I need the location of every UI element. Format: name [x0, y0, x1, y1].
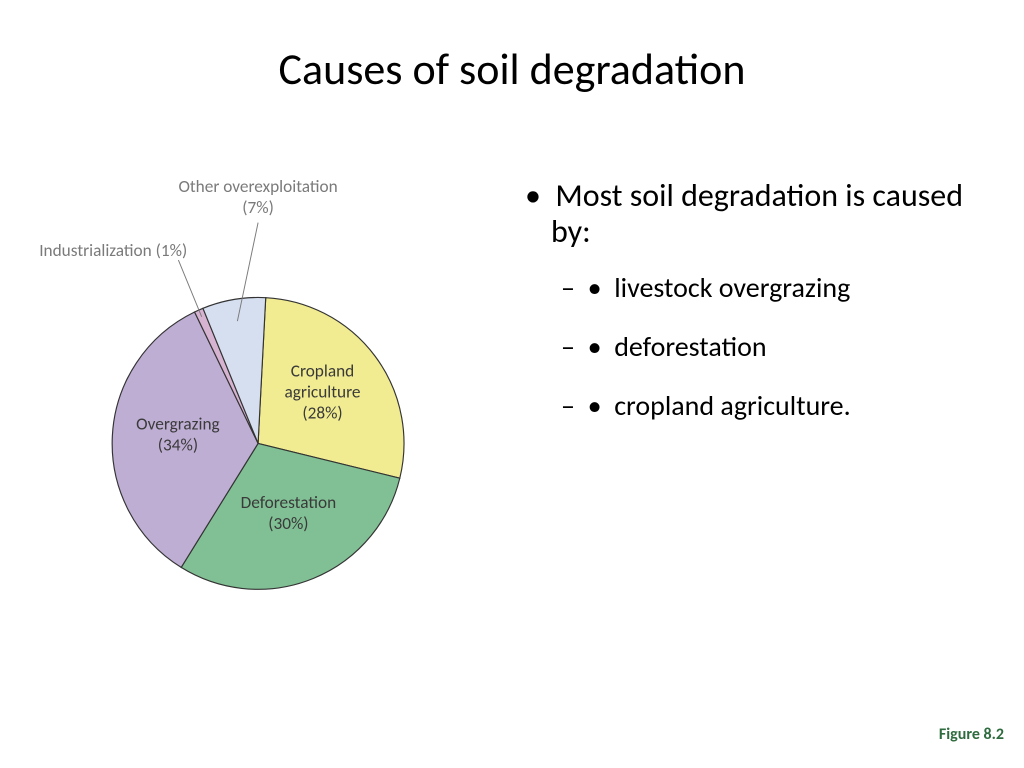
slice-label: Cropland — [291, 360, 355, 381]
slide-title: Causes of soil degradation — [0, 42, 1024, 96]
pie-chart: Croplandagriculture(28%) Deforestation(30… — [20, 165, 500, 645]
slice-label: Deforestation — [241, 492, 337, 513]
callout-label-other-2: (7%) — [242, 197, 274, 218]
slice-label: (30%) — [268, 513, 308, 534]
callout-label-other-1: Other overexploitation — [178, 176, 337, 197]
slice-label: (28%) — [302, 403, 342, 424]
bullet-sub-2: cropland agriculture. — [525, 390, 995, 421]
bullet-list: Most soil degradation is caused by: live… — [525, 178, 995, 450]
pie-svg: Croplandagriculture(28%) Deforestation(30… — [20, 165, 500, 645]
callout-label-industrialization: Industrialization (1%) — [39, 240, 187, 261]
bullet-sub-1: deforestation — [525, 331, 995, 362]
bullet-main: Most soil degradation is caused by: — [525, 178, 995, 250]
callout-line — [178, 260, 201, 317]
slice-label: agriculture — [285, 381, 361, 402]
slice-label: (34%) — [158, 435, 198, 456]
slide: Causes of soil degradation Croplandagric… — [0, 0, 1024, 768]
figure-label: Figure 8.2 — [939, 725, 1004, 744]
bullet-sub-0: livestock overgrazing — [525, 272, 995, 303]
slice-label: Overgrazing — [136, 414, 219, 435]
